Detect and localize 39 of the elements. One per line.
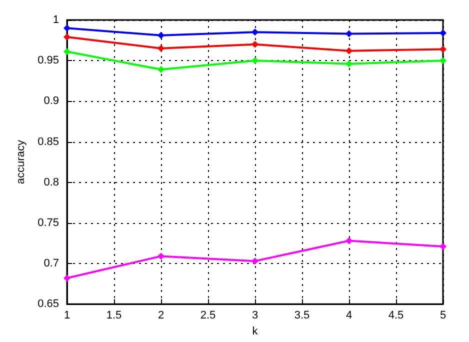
point bbox=[440, 57, 446, 64]
y-tick-label: 0.75 bbox=[38, 216, 59, 229]
y-tick-label: 0.7 bbox=[44, 258, 59, 270]
point bbox=[252, 258, 258, 265]
y-axis-title: accuracy bbox=[15, 140, 28, 184]
point bbox=[252, 28, 258, 36]
x-tick-label: 1.5 bbox=[106, 310, 122, 322]
y-tick-label: 0.9 bbox=[44, 95, 59, 108]
y-tick-label: 0.85 bbox=[38, 136, 59, 148]
x-tick-label: 1 bbox=[64, 310, 70, 322]
x-tick-label: 5 bbox=[440, 310, 446, 322]
x-tick-label: 3.5 bbox=[294, 310, 310, 322]
point bbox=[158, 32, 164, 39]
point bbox=[440, 242, 446, 250]
point bbox=[440, 29, 446, 36]
x-tick-label: 4 bbox=[346, 310, 352, 322]
point bbox=[64, 24, 70, 32]
point bbox=[346, 237, 352, 244]
x-tick-label: 4.5 bbox=[388, 310, 404, 322]
point bbox=[346, 60, 352, 68]
point bbox=[158, 66, 164, 74]
x-tick-label: 3 bbox=[252, 310, 258, 322]
point bbox=[252, 57, 258, 64]
point bbox=[158, 44, 164, 52]
y-tick-label: 0.65 bbox=[38, 298, 59, 310]
y-tick-label: 0.8 bbox=[44, 176, 59, 188]
x-tick-label: 2 bbox=[158, 310, 164, 322]
point bbox=[346, 47, 352, 54]
point bbox=[64, 34, 70, 41]
x-tick-label: 2.5 bbox=[200, 310, 216, 322]
point bbox=[346, 30, 352, 38]
point bbox=[440, 46, 446, 53]
y-tick-label: 0.95 bbox=[38, 54, 59, 67]
y-tick-label: 1 bbox=[52, 14, 59, 26]
point bbox=[64, 48, 70, 56]
point bbox=[158, 252, 164, 260]
point bbox=[252, 40, 258, 48]
x-axis-title: k bbox=[252, 326, 258, 338]
point bbox=[64, 274, 70, 282]
